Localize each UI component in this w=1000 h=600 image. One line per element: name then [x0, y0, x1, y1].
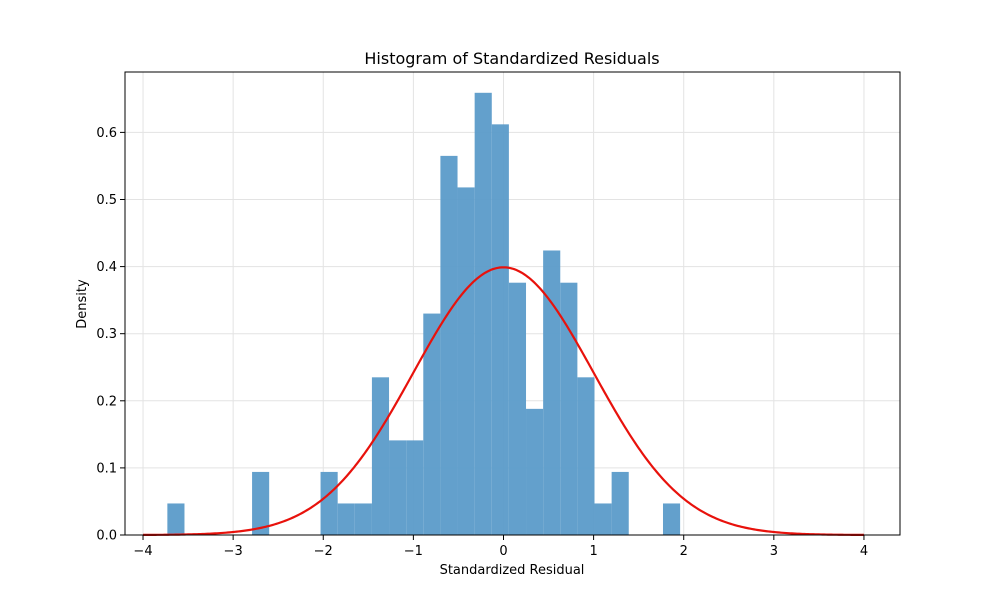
x-tick-label: 3	[770, 544, 778, 559]
histogram-bar	[543, 250, 561, 535]
y-tick-label: 0.3	[96, 327, 117, 342]
histogram-bar	[474, 92, 492, 535]
histogram-bar	[406, 440, 424, 535]
x-axis-ticks: −4 −3 −2 −1 0 1 2 3 4	[133, 535, 868, 559]
x-tick-label: 0	[499, 544, 507, 559]
histogram-bar	[354, 503, 372, 535]
x-tick-label: 1	[589, 544, 597, 559]
x-tick-label: −2	[314, 544, 333, 559]
y-tick-label: 0.0	[96, 529, 117, 544]
histogram-bar	[577, 377, 595, 535]
histogram-bar	[167, 503, 185, 535]
y-tick-label: 0.2	[96, 394, 117, 409]
histogram-bar	[423, 313, 441, 535]
histogram-bar	[252, 471, 270, 535]
histogram-bar	[526, 408, 544, 535]
y-tick-label: 0.5	[96, 193, 117, 208]
histogram-bar	[594, 503, 612, 535]
x-tick-label: 2	[680, 544, 688, 559]
y-axis-ticks: 0.0 0.1 0.2 0.3 0.4 0.5 0.6	[96, 126, 125, 544]
plot-frame	[124, 71, 901, 536]
x-tick-label: −4	[133, 544, 152, 559]
histogram-bar	[560, 282, 578, 535]
histogram-bar	[320, 471, 338, 535]
y-axis-label: Density	[75, 279, 90, 329]
histogram-bar	[662, 503, 681, 535]
normal-density-curve	[143, 266, 864, 537]
histogram-bar	[457, 187, 475, 535]
x-axis-label: Standardized Residual	[440, 563, 585, 578]
histogram-bar	[440, 155, 458, 535]
histogram-bars	[167, 92, 681, 536]
chart-title: Histogram of Standardized Residuals	[364, 49, 659, 68]
y-tick-label: 0.6	[96, 126, 117, 141]
histogram-bar	[611, 471, 629, 535]
histogram-bar	[389, 440, 407, 535]
histogram-bar	[491, 124, 509, 536]
y-tick-label: 0.4	[96, 260, 117, 275]
y-tick-label: 0.1	[96, 461, 117, 476]
x-tick-label: 4	[860, 544, 868, 559]
x-tick-label: −3	[224, 544, 243, 559]
histogram-bar	[508, 282, 527, 535]
histogram-bar	[371, 377, 390, 535]
histogram-bar	[337, 503, 355, 535]
x-tick-label: −1	[404, 544, 423, 559]
